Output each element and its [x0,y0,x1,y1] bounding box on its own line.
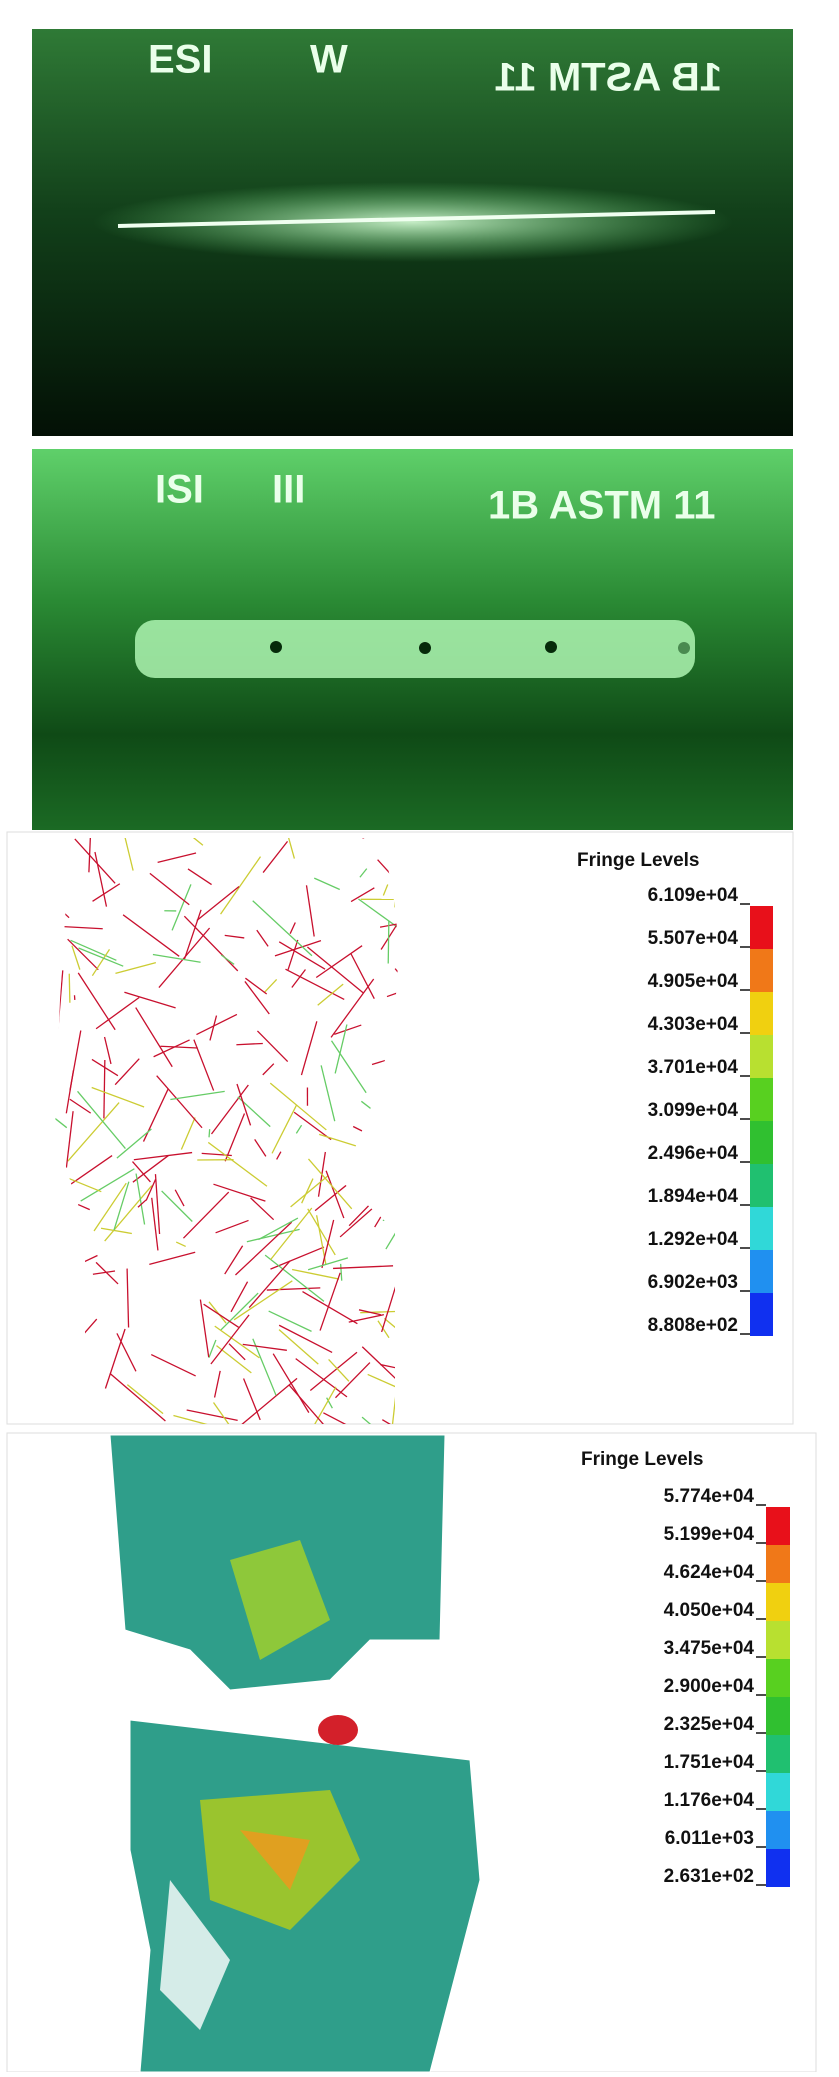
legend-swatch [750,906,773,949]
legend-swatch [750,1035,773,1078]
legend-swatch [766,1621,790,1659]
stamp: ISI [155,468,204,512]
legend-title: Fringe Levels [581,1449,704,1470]
legend-title: Fringe Levels [577,850,700,871]
legend-level: 3.701e+04 [648,1057,739,1078]
legend-level: 3.099e+04 [648,1100,739,1121]
defect [419,642,431,654]
stamp-mirrored: 1B ASTM 11 [495,56,722,100]
legend-swatch [766,1545,790,1583]
legend-level: 5.507e+04 [648,928,739,949]
stamp: III [272,468,305,512]
legend-swatch [766,1849,790,1887]
legend-swatch [750,1207,773,1250]
legend-swatch [766,1583,790,1621]
legend-level: 8.808e+02 [648,1315,738,1336]
weld-glow [93,182,733,262]
legend-level: 1.292e+04 [648,1229,739,1250]
mesh-edge [209,1129,210,1137]
legend-swatch [750,1121,773,1164]
mesh-edge [69,974,70,1003]
legend-level: 1.894e+04 [648,1186,739,1207]
legend-level: 4.050e+04 [664,1600,755,1621]
legend-swatch [750,949,773,992]
legend-swatch [766,1507,790,1545]
legend-level: 4.905e+04 [648,971,739,992]
legend-swatch [766,1659,790,1697]
stamp: 1B ASTM 11 [488,484,715,528]
figure: ESI W 1B ASTM 11 ISI III 1B ASTM 11 Frin… [0,0,839,2072]
legend-swatch [750,1078,773,1121]
legend-level: 2.496e+04 [648,1143,739,1164]
weld-band [135,620,695,678]
contact-point [318,1715,358,1745]
legend-swatch [766,1697,790,1735]
legend-level: 5.774e+04 [664,1486,755,1507]
defect [545,641,557,653]
stamp: ESI [148,38,212,82]
legend-swatch [750,1293,773,1336]
legend-level: 6.902e+03 [648,1272,738,1293]
legend-level: 4.303e+04 [648,1014,739,1035]
legend-swatch [750,1164,773,1207]
legend-level: 3.475e+04 [664,1638,755,1659]
legend-level: 4.624e+04 [664,1562,755,1583]
stamp: W [310,38,348,82]
defect [270,641,282,653]
legend-level: 1.176e+04 [664,1790,755,1811]
legend-swatch [766,1773,790,1811]
mesh-edge [388,921,389,964]
legend-swatch [750,992,773,1035]
legend-level: 2.325e+04 [664,1714,755,1735]
page: ESI W 1B ASTM 11 ISI III 1B ASTM 11 Frin… [0,0,839,2072]
legend-level: 6.109e+04 [648,885,739,906]
legend-level: 2.631e+02 [664,1866,754,1887]
legend-level: 2.900e+04 [664,1676,755,1697]
defect [678,642,690,654]
legend-level: 5.199e+04 [664,1524,755,1545]
legend-swatch [750,1250,773,1293]
legend-level: 1.751e+04 [664,1752,755,1773]
legend-level: 6.011e+03 [665,1828,754,1849]
legend-swatch [766,1811,790,1849]
legend-swatch [766,1735,790,1773]
